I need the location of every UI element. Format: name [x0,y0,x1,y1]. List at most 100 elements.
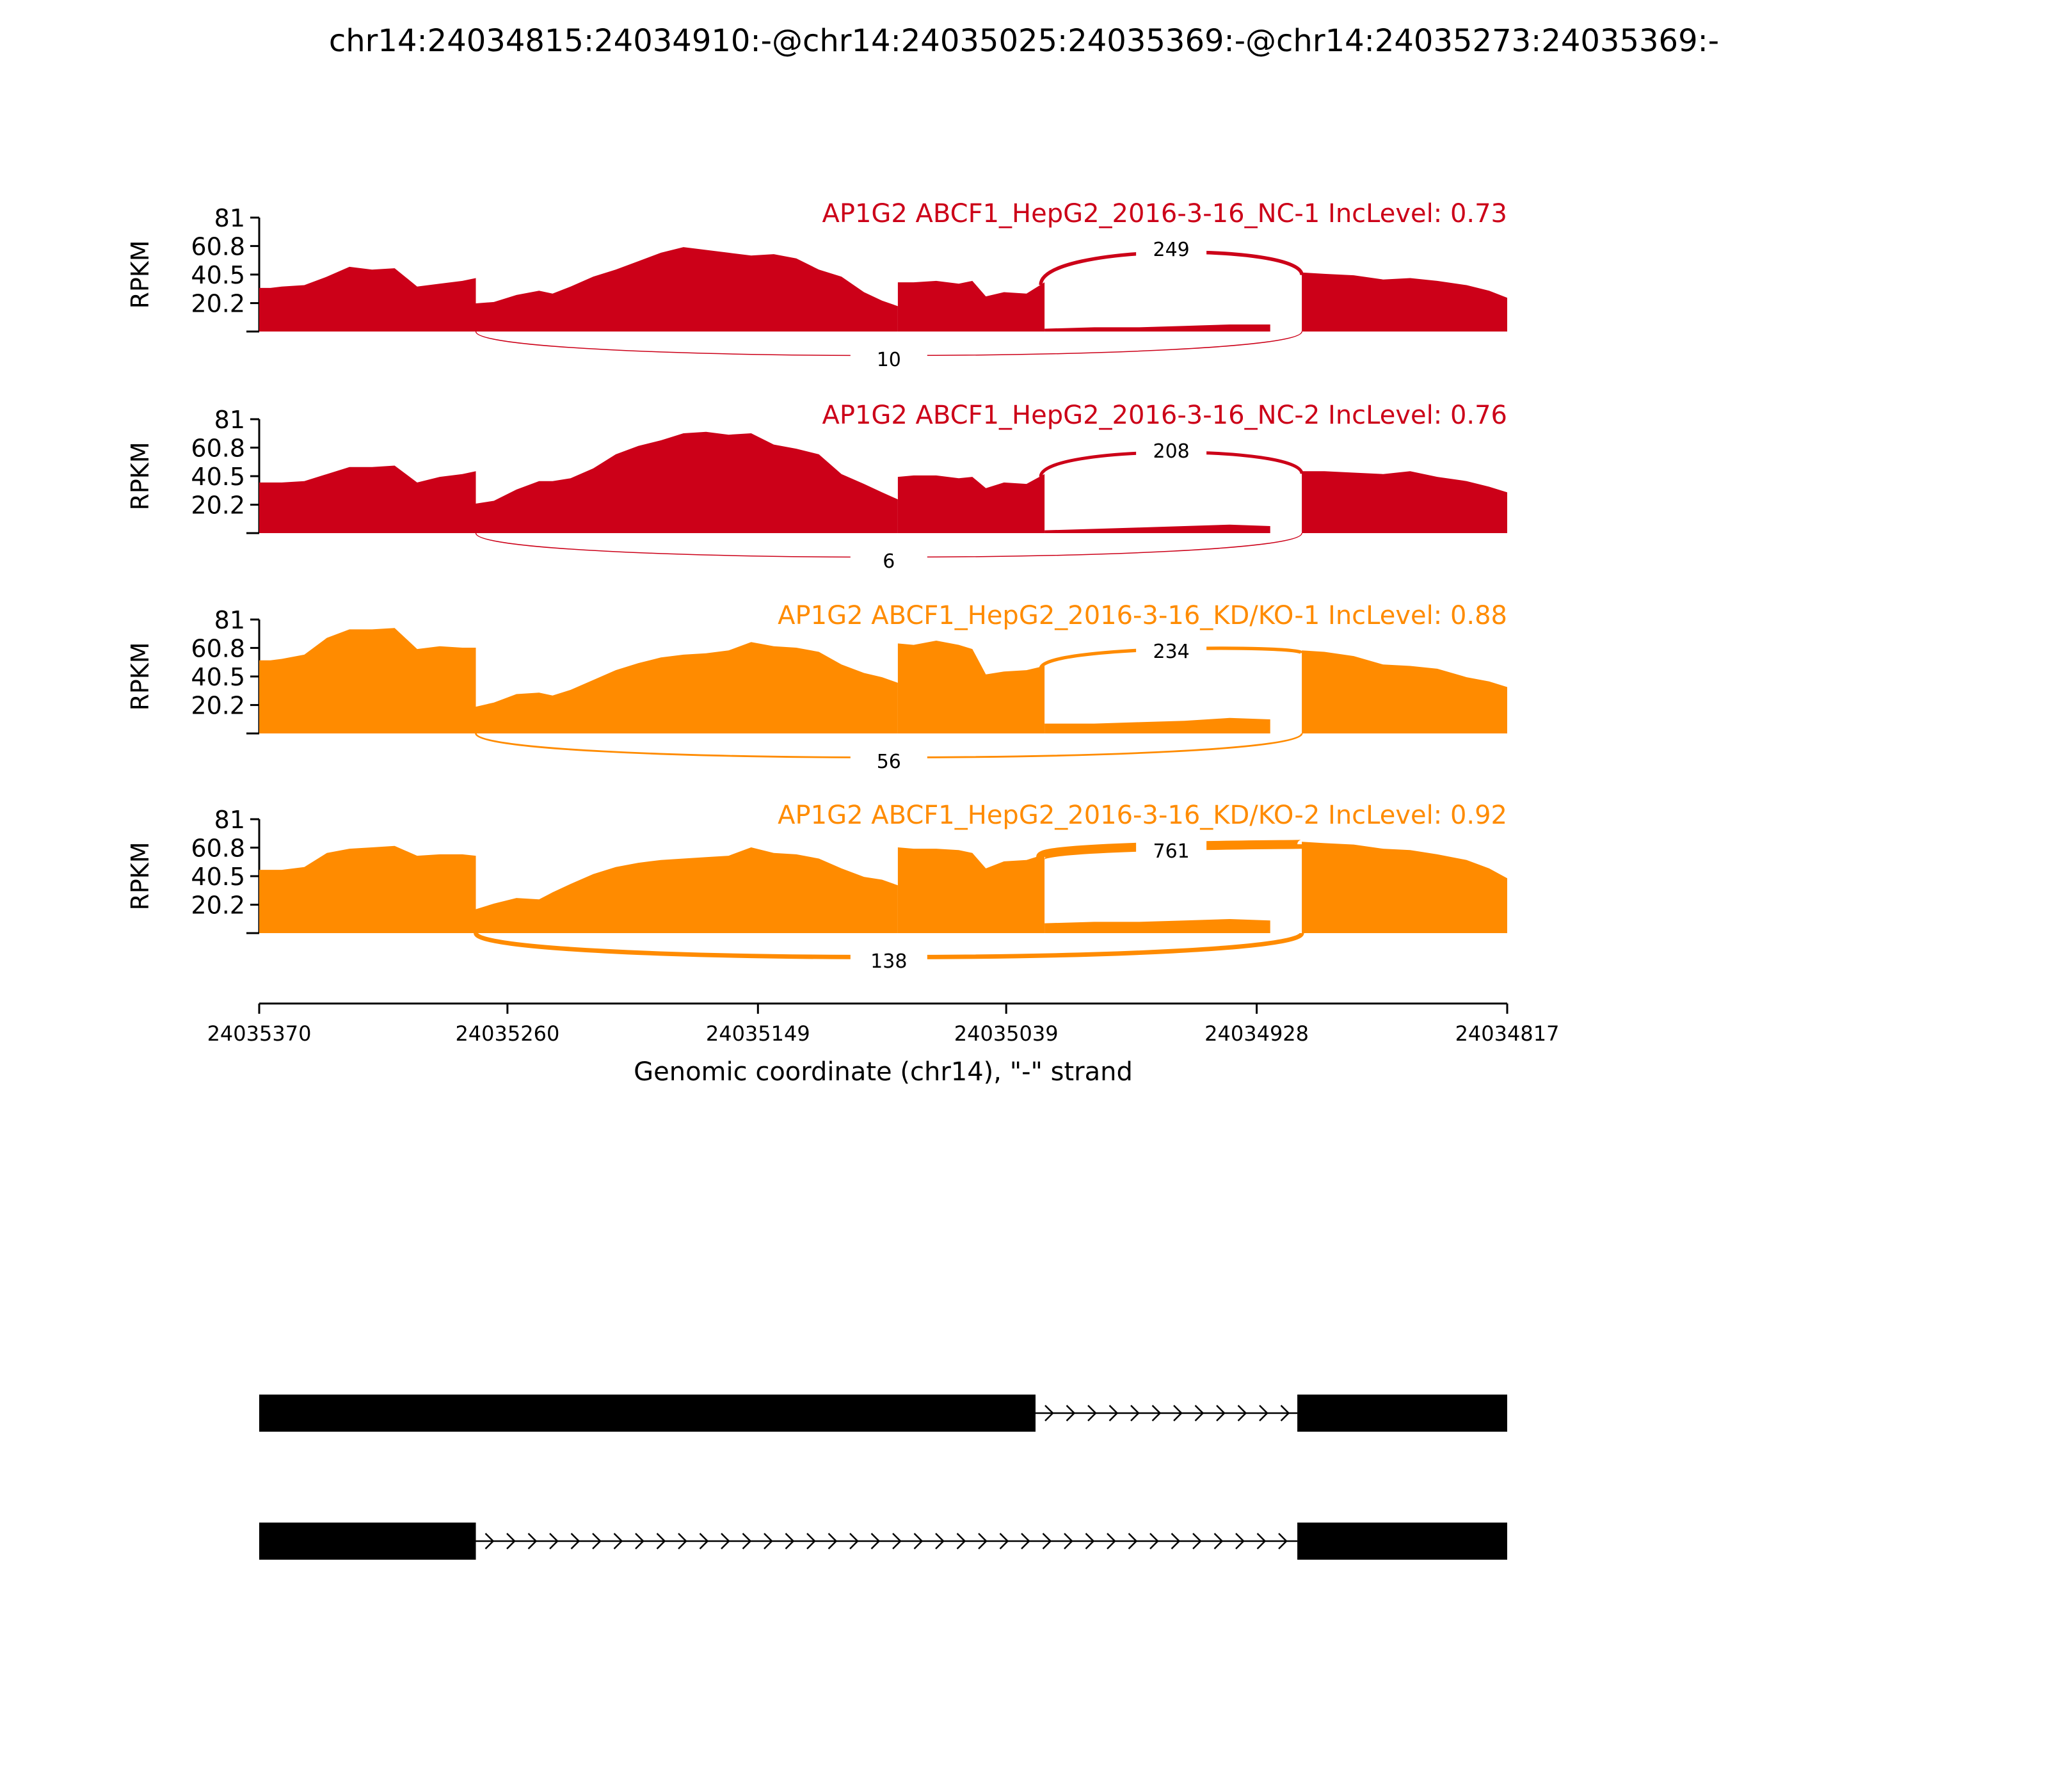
intron-arrow [1192,1533,1202,1549]
intron-arrow [699,1533,709,1549]
coverage-area [897,280,1045,332]
junction-label-bg [850,946,927,972]
x-axis-label: Genomic coordinate (chr14), "-" strand [634,1057,1133,1087]
intron-arrow [721,1533,730,1549]
coverage-area [1302,471,1507,533]
intron-arrow [870,1533,881,1549]
x-tick-label: 24035260 [455,1021,559,1046]
coverage-area [259,845,476,933]
intron-arrow [956,1533,966,1549]
intron-arrow [1216,1405,1226,1421]
x-tick-label: 24035039 [954,1021,1059,1046]
junction-count-skipping: 56 [877,751,901,773]
intron-arrow [892,1533,902,1549]
coverage-area [1044,717,1270,733]
intron-arrow [1130,1405,1140,1421]
intron-arrow [1064,1533,1073,1549]
intron-arrow [742,1533,752,1549]
y-tick-label: 81 [214,406,245,434]
junction-label-bg [1136,236,1207,261]
intron-arrow [1087,1405,1097,1421]
intron-arrow [635,1533,644,1549]
track-4: 20.240.560.881 RPKM 761 138 AP1G2 ABCF1_HepG… [126,801,1507,973]
track-label: AP1G2 ABCF1_HepG2_2016-3-16_KD/KO-2 IncL… [778,801,1507,830]
junction-count-inclusion: 249 [1153,239,1189,261]
coverage-area [897,847,1045,933]
track-1: 20.240.560.881 RPKM 249 10 AP1G2 ABCF1_HepG2… [126,199,1507,371]
intron-arrow [1149,1533,1159,1549]
coverage-area [476,847,898,933]
track-2: 20.240.560.881 RPKM 208 6 AP1G2 ABCF1_HepG2_… [126,401,1507,573]
intron-arrow [1235,1533,1245,1549]
coverage-area [259,628,476,733]
track-label: AP1G2 ABCF1_HepG2_2016-3-16_KD/KO-1 IncL… [778,601,1507,630]
intron-arrow [1259,1405,1268,1421]
intron-arrow [1044,1405,1054,1421]
intron-arrow [613,1533,623,1549]
figure-title: chr14:24034815:24034910:-@chr14:24035025… [329,23,1719,59]
junction-label-bg [1136,837,1207,863]
y-tick-label: 40.5 [191,863,245,891]
y-axis-label: RPKM [126,642,154,710]
coverage-area [897,641,1045,733]
intron-arrow [913,1533,924,1549]
y-axis-label: RPKM [126,842,154,910]
exon-block [1297,1523,1507,1560]
intron-arrow [1278,1533,1288,1549]
intron-arrow [527,1533,538,1549]
intron-arrow [1237,1405,1247,1421]
y-tick-label: 60.8 [191,434,245,462]
y-tick-label: 81 [214,806,245,834]
y-tick-label: 20.2 [191,892,245,920]
junction-label-bg [850,746,927,772]
intron-arrow [656,1533,666,1549]
y-tick-label: 40.5 [191,261,245,289]
coverage-area [1044,524,1270,533]
intron-arrow [935,1533,945,1549]
intron-arrow [1151,1405,1162,1421]
intron-arrow [1171,1533,1181,1549]
junction-label-bg [1136,637,1207,663]
coverage-area [1044,324,1270,332]
coverage-area [1302,272,1507,332]
coverage-area [476,431,898,533]
x-tick-label: 24034928 [1204,1021,1309,1046]
coverage-area [1302,842,1507,933]
coverage-area [1044,919,1270,933]
intron-arrow [978,1533,988,1549]
coverage-area [1302,650,1507,733]
intron-arrow [1042,1533,1052,1549]
exon-block [259,1395,1036,1432]
intron-arrow [1108,1405,1119,1421]
intron-arrow [1194,1405,1204,1421]
intron-arrow [1173,1405,1183,1421]
coverage-area [897,474,1045,533]
x-tick-label: 24035149 [706,1021,810,1046]
coverage-area [259,465,476,533]
y-tick-label: 81 [214,606,245,634]
intron-arrow [549,1533,559,1549]
intron-arrow [1066,1405,1076,1421]
intron-arrow [570,1533,580,1549]
intron-arrow [506,1533,516,1549]
intron-arrow [1021,1533,1030,1549]
intron-arrow [484,1533,495,1549]
coverage-area [259,266,476,332]
junction-count-inclusion: 761 [1153,840,1189,863]
intron-arrow [764,1533,773,1549]
intron-arrow [1128,1533,1138,1549]
track-label: AP1G2 ABCF1_HepG2_2016-3-16_NC-1 IncLeve… [822,199,1507,228]
intron-arrow [1213,1533,1224,1549]
intron-arrow [806,1533,816,1549]
intron-arrow [1085,1533,1095,1549]
x-tick-label: 24035370 [207,1021,312,1046]
gene-model [259,1395,1507,1560]
y-tick-label: 81 [214,204,245,232]
transcript-1 [259,1395,1507,1432]
exon-block [1297,1395,1507,1432]
junction-count-skipping: 138 [870,950,907,973]
junction-label-bg [850,344,927,370]
y-tick-label: 60.8 [191,834,245,862]
intron-arrow [1280,1405,1290,1421]
